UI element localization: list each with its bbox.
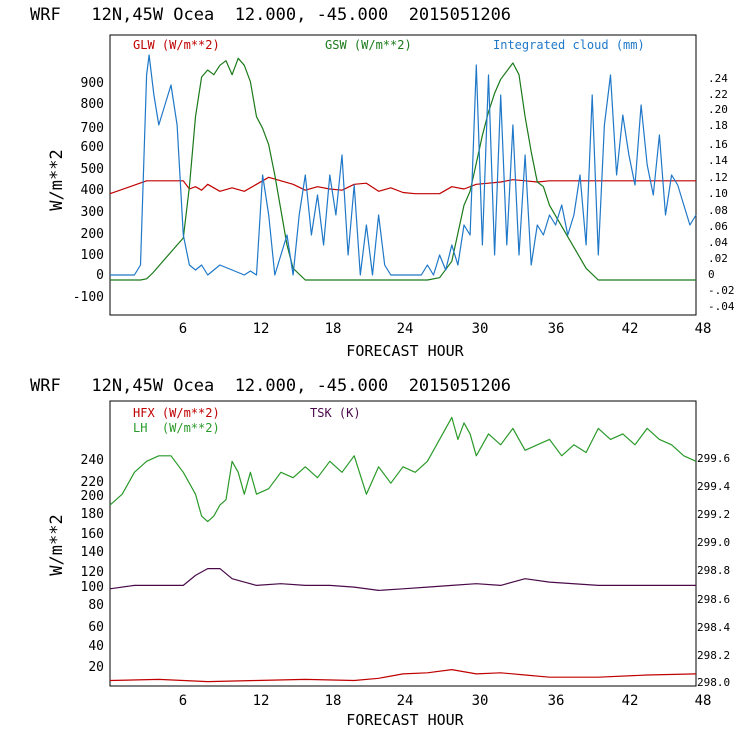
top-y2tick-22: .22 [708, 88, 728, 101]
top-legend-cloud: Integrated cloud (mm) [493, 38, 645, 52]
top-chart: WRF 12N,45W Ocea 12.000, -45.000 2015051… [30, 5, 735, 360]
bottom-ytick-160: 160 [81, 527, 104, 542]
bottom-y-right-ticks: 299.6 299.4 299.2 299.0 298.8 298.6 298.… [697, 452, 730, 689]
bottom-y2tick-2990: 299.0 [697, 536, 730, 549]
bottom-xtick-24: 24 [397, 693, 414, 709]
top-y2tick-0: 0 [708, 268, 715, 281]
bottom-y2tick-2992: 299.2 [697, 508, 730, 521]
bottom-xtick-18: 18 [325, 693, 342, 709]
bottom-y-left-ticks: 240 220 200 180 160 140 120 100 80 60 40… [81, 453, 104, 675]
bottom-ytick-240: 240 [81, 453, 104, 468]
top-ytick-900: 900 [81, 76, 104, 91]
top-ytick-500: 500 [81, 162, 104, 177]
bottom-xtick-48: 48 [695, 693, 712, 709]
top-y2tick-neg02: -.02 [708, 284, 735, 297]
top-xtick-18: 18 [325, 321, 342, 337]
top-y2tick-12: .12 [708, 171, 728, 184]
bottom-legend-lh: LH (W/m**2) [133, 421, 220, 435]
top-legend-gsw: GSW (W/m**2) [325, 38, 412, 52]
bottom-legend-tsk: TSK (K) [310, 406, 361, 420]
bottom-xtick-36: 36 [548, 693, 565, 709]
bottom-y2tick-2994: 299.4 [697, 480, 730, 493]
top-y2tick-06: .06 [708, 220, 728, 233]
bottom-xtick-6: 6 [179, 693, 187, 709]
top-ytick-400: 400 [81, 183, 104, 198]
top-plot-frame [109, 34, 697, 316]
bottom-y2tick-2984: 298.4 [697, 621, 730, 634]
top-y2tick-10: .10 [708, 187, 728, 200]
bottom-y2tick-2988: 298.8 [697, 564, 730, 577]
top-series-line-gsw [110, 57, 696, 281]
bottom-xlabel: FORECAST HOUR [346, 711, 464, 729]
top-y2tick-02: .02 [708, 252, 728, 265]
bottom-ytick-220: 220 [81, 475, 104, 490]
bottom-plot-frame [109, 400, 697, 687]
top-y2tick-16: .16 [708, 138, 728, 151]
top-series-line-cloud [110, 54, 697, 276]
bottom-ytick-80: 80 [88, 598, 104, 613]
top-y2tick-08: .08 [708, 204, 728, 217]
top-y-left-ticks: 900 800 700 600 500 400 300 200 100 0 -1… [73, 76, 104, 305]
bottom-ytick-120: 120 [81, 565, 104, 580]
top-series-line-glw [109, 176, 696, 195]
top-ytick-100: 100 [81, 248, 104, 263]
top-y2tick-24: .24 [708, 72, 728, 85]
bottom-y2tick-2986: 298.6 [697, 593, 730, 606]
bottom-xtick-42: 42 [622, 693, 639, 709]
bottom-chart-title: WRF 12N,45W Ocea 12.000, -45.000 2015051… [30, 376, 511, 396]
top-ytick-0: 0 [96, 268, 104, 283]
bottom-ytick-200: 200 [81, 489, 104, 504]
top-y2tick-20: .20 [708, 103, 728, 116]
top-y2tick-14: .14 [708, 154, 728, 167]
bottom-ytick-180: 180 [81, 507, 104, 522]
bottom-x-ticks: 6 12 18 24 30 36 42 48 [179, 693, 712, 709]
top-y2tick-neg04: -.04 [708, 300, 735, 313]
top-xtick-48: 48 [695, 321, 712, 337]
top-ylabel: W/m**2 [47, 149, 67, 210]
top-xlabel: FORECAST HOUR [346, 342, 464, 360]
bottom-legend-hfx: HFX (W/m**2) [133, 406, 220, 420]
bottom-y2tick-2982: 298.2 [697, 649, 730, 662]
top-legend-glw: GLW (W/m**2) [133, 38, 220, 52]
bottom-series-line-lh [109, 416, 697, 523]
top-xtick-12: 12 [253, 321, 270, 337]
top-xtick-30: 30 [472, 321, 489, 337]
bottom-xtick-30: 30 [472, 693, 489, 709]
top-y2tick-04: .04 [708, 236, 728, 249]
top-ytick-300: 300 [81, 205, 104, 220]
bottom-series-line-hfx [109, 668, 697, 683]
bottom-ylabel: W/m**2 [47, 514, 67, 575]
top-xtick-24: 24 [397, 321, 414, 337]
top-ytick-neg100: -100 [73, 290, 104, 305]
top-ytick-700: 700 [81, 121, 104, 136]
top-xtick-6: 6 [179, 321, 187, 337]
bottom-y2tick-2996: 299.6 [697, 452, 730, 465]
top-ytick-600: 600 [81, 140, 104, 155]
top-series-group [109, 54, 697, 281]
top-y-right-ticks: .24 .22 .20 .18 .16 .14 .12 .10 .08 .06 … [708, 72, 735, 313]
top-chart-title: WRF 12N,45W Ocea 12.000, -45.000 2015051… [30, 5, 511, 25]
top-xtick-36: 36 [548, 321, 565, 337]
top-x-ticks: 6 12 18 24 30 36 42 48 [179, 321, 712, 337]
top-ytick-200: 200 [81, 227, 104, 242]
bottom-ytick-100: 100 [81, 580, 104, 595]
bottom-ytick-60: 60 [88, 620, 104, 635]
bottom-series-line-tsk [109, 567, 696, 592]
bottom-series-group [109, 416, 697, 683]
top-y2tick-18: .18 [708, 119, 728, 132]
bottom-ytick-140: 140 [81, 545, 104, 560]
bottom-ytick-20: 20 [88, 660, 104, 675]
top-ytick-800: 800 [81, 97, 104, 112]
bottom-y2tick-2980: 298.0 [697, 676, 730, 689]
top-xtick-42: 42 [622, 321, 639, 337]
bottom-ytick-40: 40 [88, 639, 104, 654]
bottom-chart: WRF 12N,45W Ocea 12.000, -45.000 2015051… [30, 376, 730, 729]
bottom-xtick-12: 12 [253, 693, 270, 709]
